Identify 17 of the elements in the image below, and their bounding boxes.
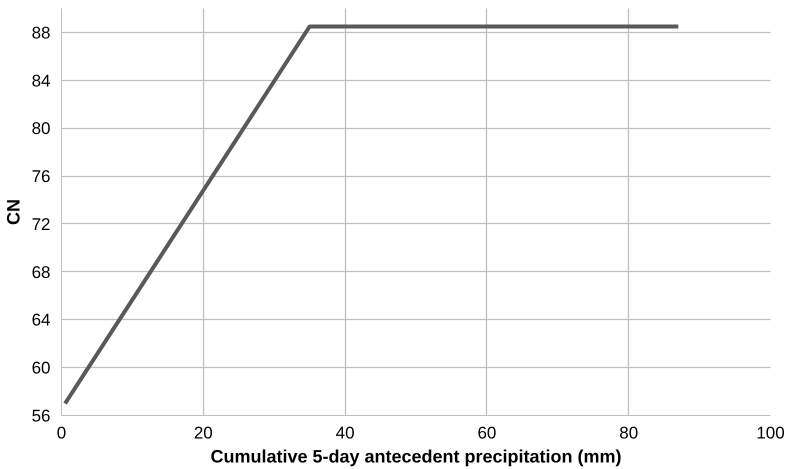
x-tick-label: 40 xyxy=(336,424,355,442)
y-tick-label: 84 xyxy=(32,71,51,90)
y-tick-label: 76 xyxy=(32,167,51,186)
y-tick-label: 68 xyxy=(32,262,51,282)
y-tick-label: 60 xyxy=(32,358,51,378)
y-axis-title: CN xyxy=(4,199,24,225)
y-tick-label: 64 xyxy=(32,310,51,330)
x-tick-label: 80 xyxy=(619,424,638,442)
x-axis-title: Cumulative 5-day antecedent precipitation (mm) xyxy=(210,446,622,466)
x-tick-label: 60 xyxy=(477,424,496,442)
x-tick-label: 20 xyxy=(194,424,213,442)
y-tick-label: 72 xyxy=(32,214,51,234)
x-tick-label: 100 xyxy=(756,424,785,442)
y-tick-label: 88 xyxy=(32,23,51,42)
x-tick-label: 0 xyxy=(56,424,66,442)
y-tick-label: 56 xyxy=(32,406,51,426)
y-tick-label: 80 xyxy=(32,119,51,138)
